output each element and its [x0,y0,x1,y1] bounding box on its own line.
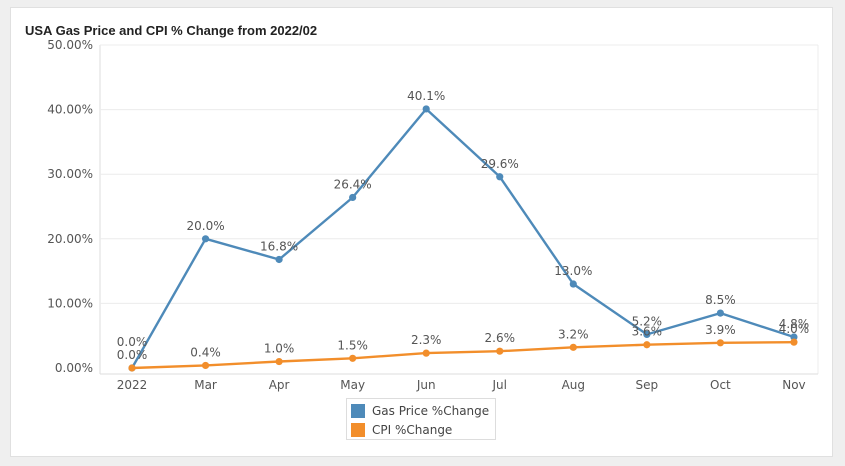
x-tick-label: Nov [782,378,805,392]
legend-item-gas[interactable]: Gas Price %Change [351,401,491,420]
data-label-gas: 29.6% [481,157,519,171]
x-tick-label: Oct [710,378,731,392]
y-axis-ticks: 0.00% 10.00% 20.00% 30.00% 40.00% 50.00% [47,38,93,375]
x-axis-ticks: 2022 Mar Apr May Jun Jul Aug Sep Oct Nov [117,378,806,392]
data-label-cpi: 3.6% [632,325,663,339]
data-label-cpi: 0.4% [190,345,221,359]
data-point-cpi [569,343,577,351]
data-labels: 0.0% 20.0% 16.8% 26.4% 40.1% 29.6% 13.0% 5.2% 8.… [117,89,809,362]
legend: Gas Price %Change CPI %Change [346,398,496,440]
legend-item-cpi[interactable]: CPI %Change [351,420,491,439]
legend-label-cpi: CPI %Change [372,422,453,437]
x-tick-label: Sep [636,378,659,392]
data-label-gas: 0.0% [117,335,148,349]
y-tick-label: 50.00% [47,38,93,52]
data-label-gas: 26.4% [334,177,372,191]
series-line-cpi [131,341,794,370]
data-point-gas [790,333,798,341]
data-point-cpi [275,357,283,366]
data-point-gas [201,235,210,243]
data-label-gas: 20.0% [186,219,224,233]
data-point-cpi [201,361,210,370]
series-line-gas [130,107,795,369]
data-point-cpi [790,338,798,346]
data-label-cpi: 3.9% [705,323,736,337]
data-label-cpi: 2.3% [411,333,442,347]
y-tick-label: 0.00% [55,361,93,375]
data-point-cpi [496,347,504,355]
x-tick-label: Jun [416,378,436,392]
x-tick-label: Mar [194,378,217,392]
data-label-cpi: 3.2% [558,327,589,341]
data-label-gas: 16.8% [260,239,298,253]
data-label-gas: 5.2% [632,314,663,328]
data-point-gas [422,105,430,113]
data-label-cpi: 1.0% [264,342,295,356]
data-point-gas [643,330,651,339]
y-tick-label: 10.00% [47,296,93,310]
data-label-gas: 8.5% [705,293,736,307]
legend-swatch-gas [351,403,365,418]
x-tick-label: May [340,378,365,392]
data-label-gas: 13.0% [554,264,592,278]
x-tick-label: Jul [492,378,507,392]
data-point-gas [569,280,577,288]
data-label-gas: 4.8% [779,317,810,331]
data-label-cpi: 1.5% [337,338,368,352]
data-point-cpi [716,339,725,347]
y-tick-label: 30.00% [47,167,93,181]
grid-lines [99,44,819,375]
chart-card: USA Gas Price and CPI % Change from 2022… [10,7,833,457]
data-point-cpi [349,354,357,362]
data-point-cpi [128,364,136,372]
series-lines [128,105,798,372]
data-point-cpi [643,341,651,349]
data-point-cpi [422,349,430,357]
data-point-gas [716,309,725,317]
data-point-gas [275,255,283,264]
legend-label-gas: Gas Price %Change [372,403,490,418]
data-label-cpi: 4.0% [779,322,810,336]
x-tick-label: 2022 [117,378,148,392]
y-tick-label: 40.00% [47,103,93,117]
y-tick-label: 20.00% [47,232,93,246]
chart-title: USA Gas Price and CPI % Change from 2022… [25,23,318,38]
data-point-gas [496,173,504,181]
x-tick-label: Aug [562,378,585,392]
data-label-cpi: 0.0% [117,348,148,362]
data-label-cpi: 2.6% [485,331,516,345]
data-label-gas: 40.1% [407,89,445,103]
x-tick-label: Apr [269,378,290,392]
legend-swatch-cpi [351,422,365,437]
data-point-gas [349,193,357,202]
